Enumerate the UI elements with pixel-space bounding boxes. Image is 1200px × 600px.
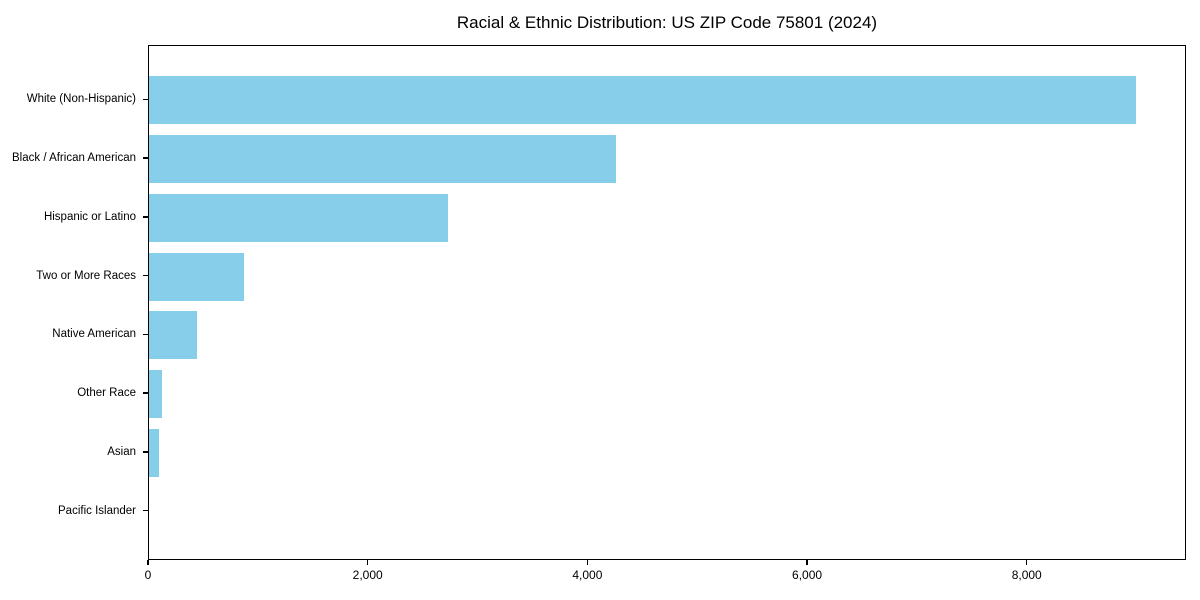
bar-row: [149, 482, 1185, 541]
x-tick-label: 6,000: [792, 568, 823, 582]
x-tick-mark: [586, 560, 588, 565]
x-tick-label: 8,000: [1011, 568, 1042, 582]
bar-4: [149, 311, 198, 360]
y-tick-mark: [143, 216, 148, 218]
x-tick-label: 0: [144, 568, 152, 582]
bar-row: [149, 365, 1185, 424]
y-tick-mark: [143, 274, 148, 277]
bar-3: [149, 252, 244, 301]
bar-2: [149, 193, 449, 242]
bar-0: [149, 76, 1136, 125]
y-tick-label: Black / African American: [12, 152, 136, 165]
bar-row: [149, 71, 1185, 130]
bar-row: [149, 424, 1185, 483]
x-tick-mark: [367, 560, 369, 565]
y-tick-label: Pacific Islander: [58, 504, 136, 517]
y-tick-label: Other Race: [77, 387, 136, 400]
chart-title: Racial & Ethnic Distribution: US ZIP Cod…: [456, 13, 878, 32]
bar-6: [149, 428, 160, 477]
bar-row: [149, 306, 1185, 365]
y-tick-mark: [143, 392, 148, 394]
bar-row: [149, 189, 1185, 248]
y-tick-label: Two or More Races: [36, 269, 136, 282]
y-tick-label: Hispanic or Latino: [43, 210, 136, 223]
y-tick-mark: [143, 157, 148, 159]
bar-row: [149, 130, 1185, 189]
y-tick-label: Native American: [52, 328, 136, 341]
plot-area: [148, 45, 1186, 560]
y-tick-mark: [143, 98, 148, 101]
y-tick-mark: [143, 509, 148, 512]
bar-row: [149, 247, 1185, 306]
y-tick-label: Asian: [107, 445, 136, 458]
bar-1: [149, 135, 617, 184]
x-tick-mark: [806, 560, 808, 565]
y-tick-label: White (Non-Hispanic): [26, 93, 136, 106]
bar-series: [149, 46, 1185, 559]
x-tick-mark: [1026, 560, 1028, 565]
x-tick-label: 2,000: [352, 568, 383, 582]
x-tick-mark: [147, 560, 149, 565]
y-tick-mark: [143, 451, 148, 453]
y-tick-mark: [143, 333, 148, 336]
x-tick-label: 4,000: [572, 568, 603, 582]
bar-5: [149, 370, 163, 419]
